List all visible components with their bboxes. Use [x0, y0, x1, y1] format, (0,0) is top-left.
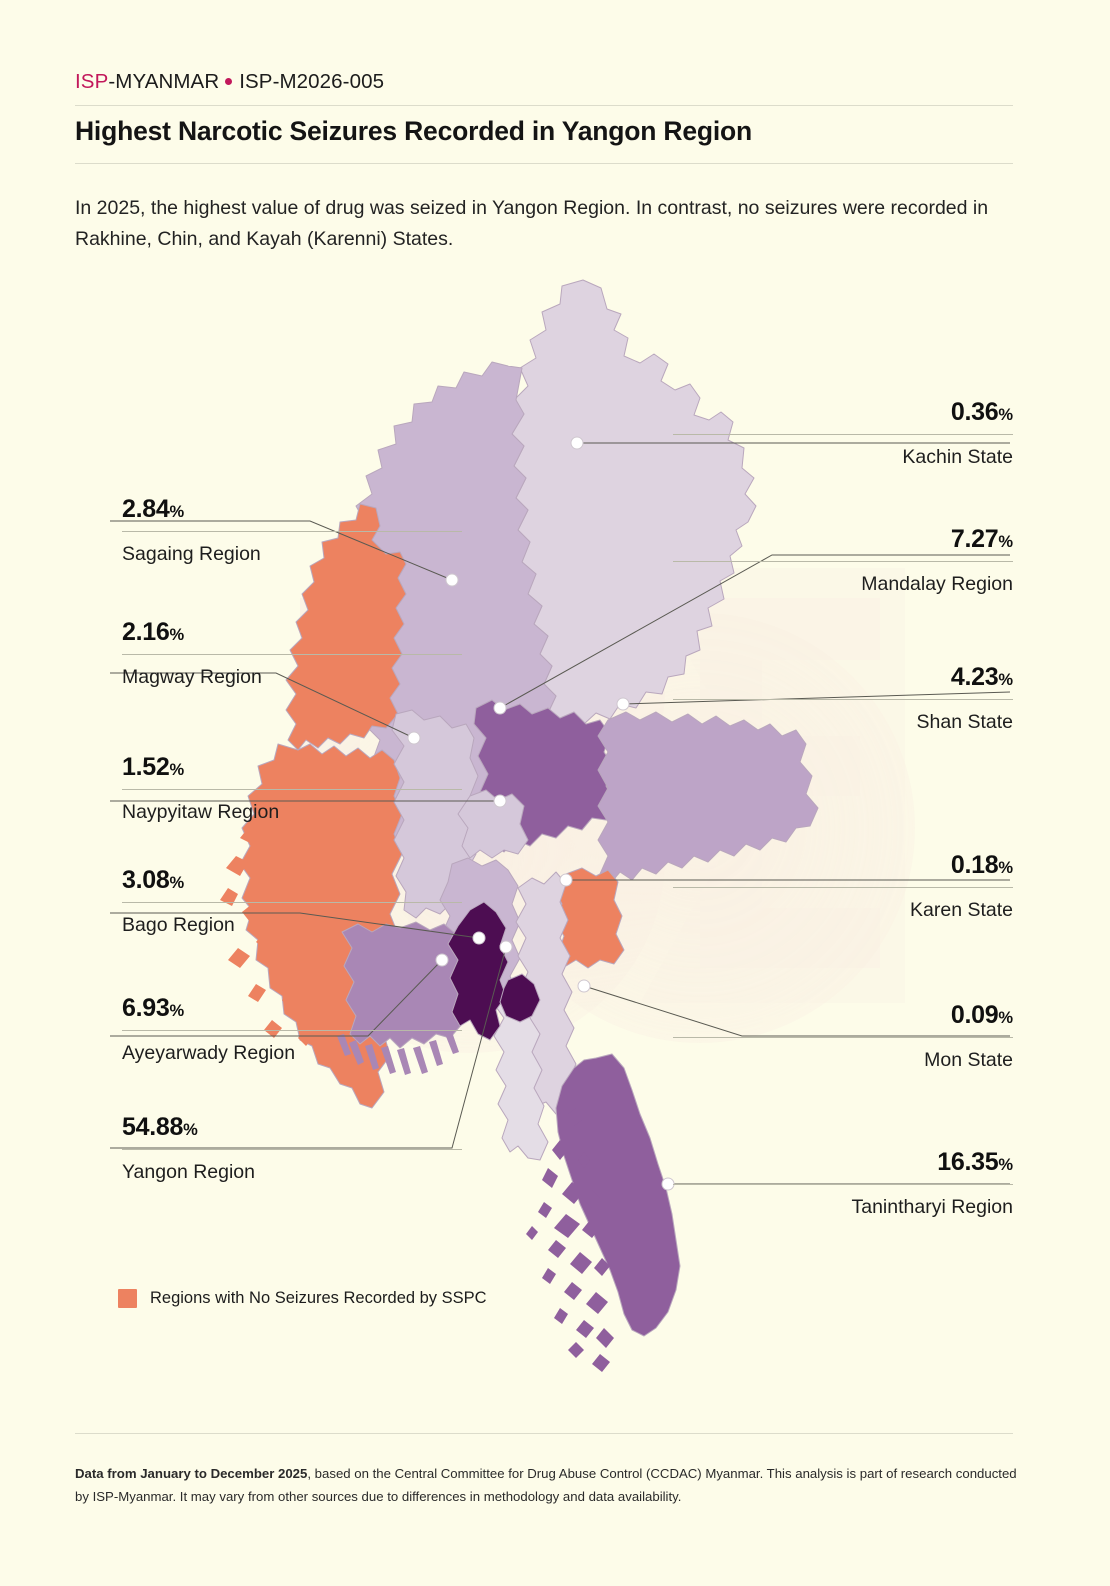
myanmar-map-svg [110, 279, 1011, 1372]
source-note-lead: Data from January to December 2025 [75, 1466, 308, 1481]
callout-value: 54.88% [122, 1113, 198, 1141]
callout-naypyitaw-region: 1.52% Naypyitaw Region [122, 755, 462, 823]
anchor-dot-yangon [499, 940, 513, 954]
leader-mon [583, 985, 1010, 1037]
region-rakhine-islands [220, 828, 314, 1046]
leader-magway [110, 672, 415, 739]
anchor-dot-mon [577, 979, 591, 993]
region-tanintharyi-region [555, 1053, 681, 1337]
page-title: Highest Narcotic Seizures Recorded in Ya… [75, 116, 752, 146]
callout-sagaing-region: 2.84% Sagaing Region [122, 497, 462, 565]
callout-divider [122, 654, 462, 655]
callout-divider [673, 561, 1013, 562]
callout-value: 7.27% [950, 525, 1013, 553]
choropleth-map [0, 268, 1110, 1408]
region-yangon-east-lobe [499, 973, 541, 1023]
callout-bago-region: 3.08% Bago Region [122, 868, 462, 936]
callout-divider [122, 902, 462, 903]
anchor-dot-shan [616, 697, 630, 711]
region-shan-state [597, 711, 819, 885]
callout-karen-state: 0.18% Karen State [673, 853, 1013, 921]
region-mon-state [493, 991, 549, 1161]
anchor-dot-bago [472, 931, 486, 945]
anchor-dot-ayeyarwady [435, 953, 449, 967]
source-note: Data from January to December 2025, base… [75, 1462, 1025, 1508]
callout-label: Ayeyarwady Region [122, 1042, 296, 1064]
callout-ayeyarwady-region: 6.93% Ayeyarwady Region [122, 996, 462, 1064]
callout-value: 2.16% [122, 618, 185, 646]
callout-value: 16.35% [937, 1148, 1013, 1176]
callout-label: Sagaing Region [122, 543, 261, 565]
region-ayeyarwady-delta-fringe [337, 1032, 459, 1075]
leader-bago [110, 912, 480, 939]
callout-label: Naypyitaw Region [122, 801, 280, 823]
anchor-dot-kachin [570, 436, 584, 450]
callout-value: 4.23% [950, 663, 1013, 691]
callout-value: 2.84% [122, 495, 185, 523]
callout-label: Mandalay Region [861, 573, 1013, 595]
callout-label: Yangon Region [122, 1161, 255, 1183]
callout-divider [122, 531, 462, 532]
callout-yangon-region: 54.88% Yangon Region [122, 1115, 462, 1183]
callout-label: Shan State [916, 711, 1014, 733]
brand-myanmar: -MYANMAR [108, 70, 220, 93]
callout-kachin-state: 0.36% Kachin State [673, 400, 1013, 468]
leader-sagaing [110, 520, 453, 581]
page-subtitle: In 2025, the highest value of drug was s… [75, 197, 989, 250]
report-code: ISP-M2026-005 [239, 70, 385, 93]
callout-label: Magway Region [122, 666, 262, 688]
callout-divider [673, 887, 1013, 888]
anchor-dot-mandalay [493, 701, 507, 715]
anchor-dots [407, 436, 675, 1191]
callout-divider [122, 1149, 462, 1150]
anchor-dot-sagaing [445, 573, 459, 587]
callout-shan-state: 4.23% Shan State [673, 665, 1013, 733]
divider-top [75, 105, 1013, 106]
callout-value: 0.18% [950, 851, 1013, 879]
callout-mon-state: 0.09% Mon State [673, 1003, 1013, 1071]
anchor-dot-naypyitaw [493, 794, 507, 808]
source-note-rest: , based on the Central Committee for Dru… [75, 1466, 1017, 1504]
callout-value: 6.93% [122, 994, 185, 1022]
callout-divider [122, 789, 462, 790]
callout-divider [673, 434, 1013, 435]
leader-lines [110, 442, 1011, 1185]
region-yangon-region [447, 901, 509, 1041]
callout-tanintharyi-region: 16.35% Tanintharyi Region [673, 1150, 1013, 1218]
divider-footer [75, 1433, 1013, 1434]
callout-value: 0.36% [950, 398, 1013, 426]
callout-label: Kachin State [902, 446, 1013, 468]
callout-label: Bago Region [122, 914, 235, 936]
leader-yangon [110, 946, 507, 1149]
callout-value: 1.52% [122, 753, 185, 781]
legend-swatch-no-seizures [118, 1289, 137, 1308]
brand-isp: ISP [75, 70, 109, 93]
callout-value: 3.08% [122, 866, 185, 894]
leader-shan [622, 691, 1011, 705]
callout-value: 0.09% [950, 1001, 1013, 1029]
callout-divider [673, 1184, 1013, 1185]
callout-divider [673, 699, 1013, 700]
callout-magway-region: 2.16% Magway Region [122, 620, 462, 688]
region-naypyitaw-region [457, 789, 529, 859]
legend-label-no-seizures: Regions with No Seizures Recorded by SSP… [150, 1289, 487, 1307]
callout-mandalay-region: 7.27% Mandalay Region [673, 527, 1013, 595]
anchor-dot-karen [559, 873, 573, 887]
divider-under-title [75, 163, 1013, 164]
callout-label: Karen State [910, 899, 1013, 921]
leader-ayeyarwady [110, 959, 443, 1037]
callout-divider [122, 1030, 462, 1031]
brand-kicker: ISP-MYANMAR ISP-M2026-005 [75, 70, 384, 94]
region-chin-state [285, 503, 407, 751]
callout-label: Mon State [924, 1049, 1013, 1071]
callout-label: Tanintharyi Region [851, 1196, 1013, 1218]
callout-divider [673, 1037, 1013, 1038]
map-legend: Regions with No Seizures Recorded by SSP… [118, 1289, 487, 1308]
leader-mandalay [499, 554, 1010, 709]
anchor-dot-magway [407, 731, 421, 745]
region-tanintharyi-islands [526, 1108, 614, 1372]
bullet-separator-icon [225, 77, 233, 85]
